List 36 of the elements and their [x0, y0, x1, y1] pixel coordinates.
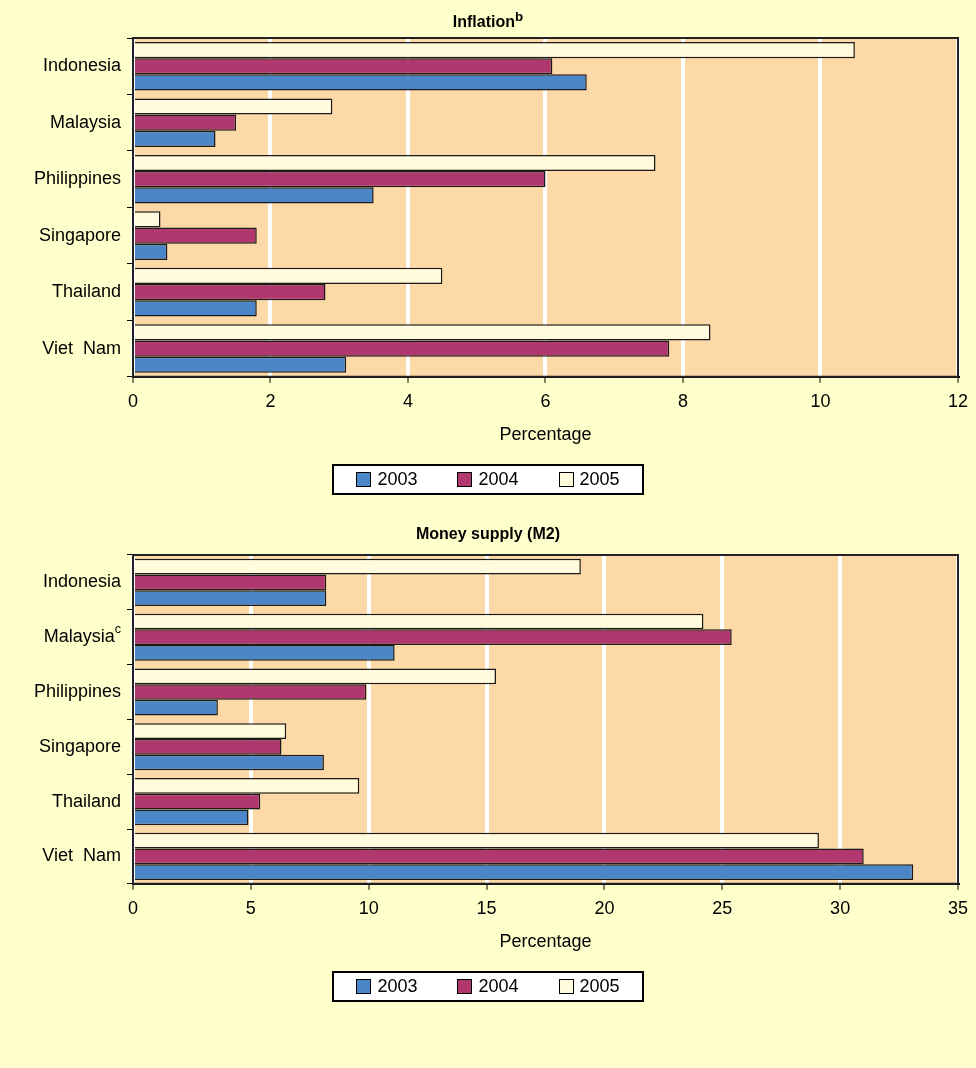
x-tick-label: 0 — [127, 390, 139, 411]
x-tick-label: 20 — [594, 897, 615, 918]
y-tick-label: Indonesia — [42, 571, 122, 592]
x-tick-label: 2 — [265, 390, 276, 411]
y-tick-label: Viet Nam — [42, 337, 122, 358]
chart-title: Inflation$^{b}$ — [451, 8, 525, 31]
x-tick-label: 8 — [677, 390, 688, 411]
x-tick-label: 4 — [402, 390, 413, 411]
x-tick-label: 30 — [830, 897, 851, 918]
legend-label: 2004 — [478, 976, 519, 997]
y-tick-label: Singapore — [38, 735, 122, 756]
x-tick-label: 6 — [540, 390, 551, 411]
x-tick-label: 25 — [712, 897, 733, 918]
x-tick-label: 10 — [358, 897, 379, 918]
x-axis-title: Percentage — [499, 424, 592, 445]
y-tick-label: Singapore — [38, 224, 122, 245]
x-tick-label: 10 — [810, 390, 831, 411]
y-tick-label: Philippines — [33, 680, 122, 701]
x-tick-label: 5 — [245, 897, 256, 918]
x-tick-label: 15 — [476, 897, 497, 918]
y-tick-label: Philippines — [33, 168, 122, 189]
x-tick-label: 35 — [947, 897, 968, 918]
legend-label: 2005 — [579, 976, 620, 997]
y-tick-label: Viet Nam — [42, 845, 122, 866]
legend-label: 2003 — [377, 469, 418, 490]
y-tick-label: Indonesia — [42, 55, 122, 76]
legend-label: 2004 — [478, 469, 519, 490]
legend-label: 2005 — [579, 469, 620, 490]
x-axis-title: Percentage — [499, 931, 592, 952]
y-tick-label: Thailand — [51, 281, 121, 302]
y-tick-label: Malaysia — [49, 111, 122, 132]
legend-label: 2003 — [377, 976, 418, 997]
x-tick-label: 0 — [127, 897, 139, 918]
y-tick-label: Thailand — [51, 790, 121, 811]
x-tick-label: 12 — [947, 390, 968, 411]
chart-title: Money supply (M2) — [415, 524, 561, 544]
